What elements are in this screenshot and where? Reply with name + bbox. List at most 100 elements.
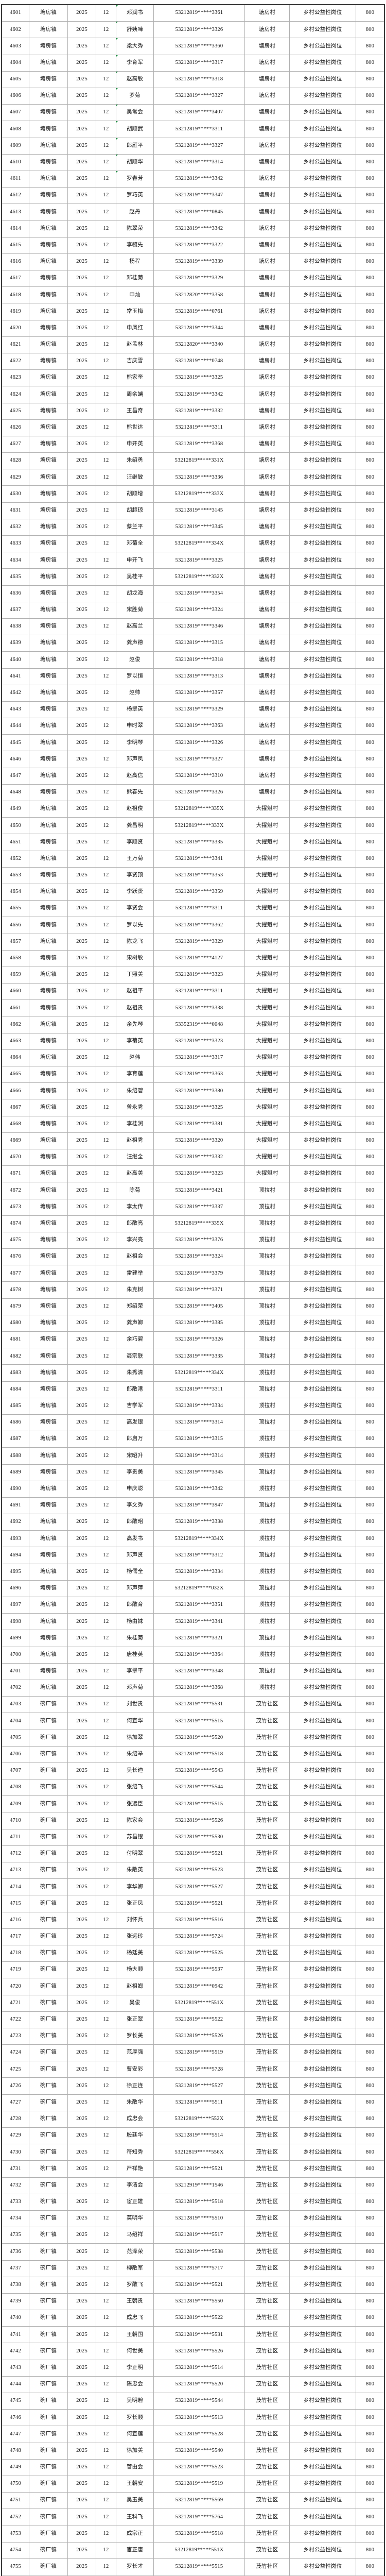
row-id-number[interactable]: 53212819*****5514 bbox=[153, 2127, 245, 2145]
row-month[interactable]: 12 bbox=[96, 734, 116, 752]
row-village[interactable]: 茂竹社区 bbox=[244, 1779, 290, 1797]
row-village[interactable]: 茂竹社区 bbox=[244, 2227, 290, 2244]
row-month[interactable]: 12 bbox=[96, 1065, 116, 1083]
row-person-name[interactable]: 严祥艳 bbox=[116, 2160, 154, 2178]
table-row[interactable]: 4732 碗厂镇 2025 12 李清会 53212919*****1546 茂竹社区 乡村公… bbox=[1, 2177, 385, 2194]
row-village[interactable]: 茂竹社区 bbox=[244, 1895, 290, 1912]
row-month[interactable]: 12 bbox=[96, 1497, 116, 1515]
row-person-name[interactable]: 杨翠英 bbox=[116, 701, 154, 719]
row-village[interactable]: 茂竹社区 bbox=[244, 1812, 290, 1829]
row-month[interactable]: 12 bbox=[96, 1713, 116, 1730]
row-month[interactable]: 12 bbox=[96, 1397, 116, 1415]
row-post-type[interactable]: 乡村公益性岗位 bbox=[289, 2475, 356, 2493]
row-post-type[interactable]: 乡村公益性岗位 bbox=[289, 2293, 356, 2311]
row-person-name[interactable]: 杨廷美 bbox=[116, 1944, 154, 1962]
row-month[interactable]: 12 bbox=[96, 601, 116, 619]
row-month[interactable]: 12 bbox=[96, 2475, 116, 2493]
row-person-name[interactable]: 汪继敏 bbox=[116, 469, 154, 486]
row-person-name[interactable]: 聂宗联 bbox=[116, 1348, 154, 1365]
table-row[interactable]: 4751 碗厂镇 2025 12 吴玉美 53212819*****5569 茂竹社区 乡村公… bbox=[1, 2492, 385, 2510]
row-township[interactable]: 碗厂镇 bbox=[29, 1828, 68, 1846]
row-village[interactable]: 塘房村 bbox=[244, 535, 290, 553]
row-month[interactable]: 12 bbox=[96, 2409, 116, 2427]
row-township[interactable]: 塘房镇 bbox=[29, 1099, 68, 1116]
row-month[interactable]: 12 bbox=[96, 87, 116, 105]
row-amount[interactable]: 800 bbox=[356, 2193, 385, 2211]
row-township[interactable]: 塘房镇 bbox=[29, 1679, 68, 1697]
row-id-number[interactable]: 53212819*****332X bbox=[153, 568, 245, 586]
row-serial[interactable]: 4650 bbox=[1, 817, 29, 835]
row-amount[interactable]: 800 bbox=[356, 54, 385, 72]
row-serial[interactable]: 4751 bbox=[1, 2492, 29, 2510]
row-post-type[interactable]: 乡村公益性岗位 bbox=[289, 4, 356, 22]
row-id-number[interactable]: 53212819*****3362 bbox=[153, 917, 245, 934]
row-year[interactable]: 2025 bbox=[67, 917, 96, 934]
row-serial[interactable]: 4625 bbox=[1, 402, 29, 420]
row-month[interactable]: 12 bbox=[96, 1630, 116, 1647]
table-row[interactable]: 4669 塘房镇 2025 12 赵祖秀 53212819*****3320 大擢魁村 乡村公… bbox=[1, 1132, 385, 1149]
table-row[interactable]: 4667 塘房镇 2025 12 曾永秀 53212819*****3325 大擢魁村 乡村公… bbox=[1, 1099, 385, 1116]
row-township[interactable]: 塘房镇 bbox=[29, 800, 68, 818]
row-person-name[interactable]: 胡龙海 bbox=[116, 585, 154, 602]
table-row[interactable]: 4636 塘房镇 2025 12 胡龙海 53212819*****3354 塘房村 乡村公益… bbox=[1, 585, 385, 602]
table-row[interactable]: 4631 塘房镇 2025 12 胡超琼 53212819*****3145 塘房村 乡村公益… bbox=[1, 502, 385, 519]
table-row[interactable]: 4729 碗厂镇 2025 12 殷廷华 53212819*****5514 茂竹社区 乡村公… bbox=[1, 2127, 385, 2145]
row-amount[interactable]: 800 bbox=[356, 1397, 385, 1415]
row-serial[interactable]: 4640 bbox=[1, 651, 29, 669]
table-row[interactable]: 4744 碗厂镇 2025 12 陈忠会 53212819*****5520 茂竹社区 乡村公… bbox=[1, 2376, 385, 2394]
row-serial[interactable]: 4680 bbox=[1, 1314, 29, 1332]
row-month[interactable]: 12 bbox=[96, 701, 116, 719]
row-township[interactable]: 塘房镇 bbox=[29, 154, 68, 171]
row-person-name[interactable]: 周余端 bbox=[116, 386, 154, 403]
row-township[interactable]: 碗厂镇 bbox=[29, 2492, 68, 2510]
row-amount[interactable]: 800 bbox=[356, 668, 385, 685]
row-amount[interactable]: 800 bbox=[356, 867, 385, 884]
row-village[interactable]: 大擢魁村 bbox=[244, 1049, 290, 1067]
row-serial[interactable]: 4720 bbox=[1, 1978, 29, 1995]
row-township[interactable]: 塘房镇 bbox=[29, 336, 68, 353]
row-amount[interactable]: 800 bbox=[356, 834, 385, 851]
row-month[interactable]: 12 bbox=[96, 137, 116, 155]
row-amount[interactable]: 800 bbox=[356, 71, 385, 88]
row-id-number[interactable]: 53212819*****5728 bbox=[153, 2061, 245, 2078]
row-amount[interactable]: 800 bbox=[356, 751, 385, 768]
row-serial[interactable]: 4712 bbox=[1, 1845, 29, 1863]
row-amount[interactable]: 800 bbox=[356, 1928, 385, 1945]
row-id-number[interactable]: 53212819*****3342 bbox=[153, 386, 245, 403]
row-id-number[interactable]: 53212819*****0942 bbox=[153, 1978, 245, 1995]
row-month[interactable]: 12 bbox=[96, 369, 116, 387]
row-post-type[interactable]: 乡村公益性岗位 bbox=[289, 220, 356, 238]
row-amount[interactable]: 800 bbox=[356, 1165, 385, 1183]
row-year[interactable]: 2025 bbox=[67, 1364, 96, 1382]
row-month[interactable]: 12 bbox=[96, 983, 116, 1001]
row-amount[interactable]: 800 bbox=[356, 2326, 385, 2344]
row-post-type[interactable]: 乡村公益性岗位 bbox=[289, 535, 356, 553]
row-village[interactable]: 塘房村 bbox=[244, 104, 290, 122]
table-row[interactable]: 4730 碗厂镇 2025 12 符知秀 53212819*****556X 茂竹社区 乡村公… bbox=[1, 2144, 385, 2161]
row-village[interactable]: 塘房村 bbox=[244, 701, 290, 719]
row-post-type[interactable]: 乡村公益性岗位 bbox=[289, 883, 356, 901]
row-id-number[interactable]: 53212820*****3358 bbox=[153, 286, 245, 304]
row-post-type[interactable]: 乡村公益性岗位 bbox=[289, 601, 356, 619]
row-person-name[interactable]: 申开飞 bbox=[116, 552, 154, 569]
row-township[interactable]: 塘房镇 bbox=[29, 1646, 68, 1664]
row-village[interactable]: 顶拉村 bbox=[244, 1215, 290, 1232]
row-post-type[interactable]: 乡村公益性岗位 bbox=[289, 1431, 356, 1448]
row-id-number[interactable]: 53212819*****5569 bbox=[153, 2492, 245, 2510]
row-village[interactable]: 顶拉村 bbox=[244, 1314, 290, 1332]
row-month[interactable]: 12 bbox=[96, 1580, 116, 1598]
row-year[interactable]: 2025 bbox=[67, 1099, 96, 1116]
table-row[interactable]: 4627 塘房镇 2025 12 申开英 53212819*****3368 塘房村 乡村公益… bbox=[1, 435, 385, 453]
row-village[interactable]: 大擢魁村 bbox=[244, 1082, 290, 1100]
row-serial[interactable]: 4604 bbox=[1, 54, 29, 72]
row-township[interactable]: 碗厂镇 bbox=[29, 1961, 68, 1979]
row-village[interactable]: 茂竹社区 bbox=[244, 1994, 290, 2012]
row-amount[interactable]: 800 bbox=[356, 435, 385, 453]
row-post-type[interactable]: 乡村公益性岗位 bbox=[289, 1099, 356, 1116]
row-month[interactable]: 12 bbox=[96, 1148, 116, 1166]
table-row[interactable]: 4756碗厂镇202512管由飞53212819*****5527茂竹社区乡村公… bbox=[1, 2575, 385, 2576]
table-row[interactable]: 4736 碗厂镇 2025 12 范泽荣 53212819*****5538 茂竹社区 乡村公… bbox=[1, 2243, 385, 2261]
row-id-number[interactable]: 53212819*****3368 bbox=[153, 1679, 245, 1697]
row-post-type[interactable]: 乡村公益性岗位 bbox=[289, 187, 356, 205]
row-post-type[interactable]: 乡村公益性岗位 bbox=[289, 1895, 356, 1912]
